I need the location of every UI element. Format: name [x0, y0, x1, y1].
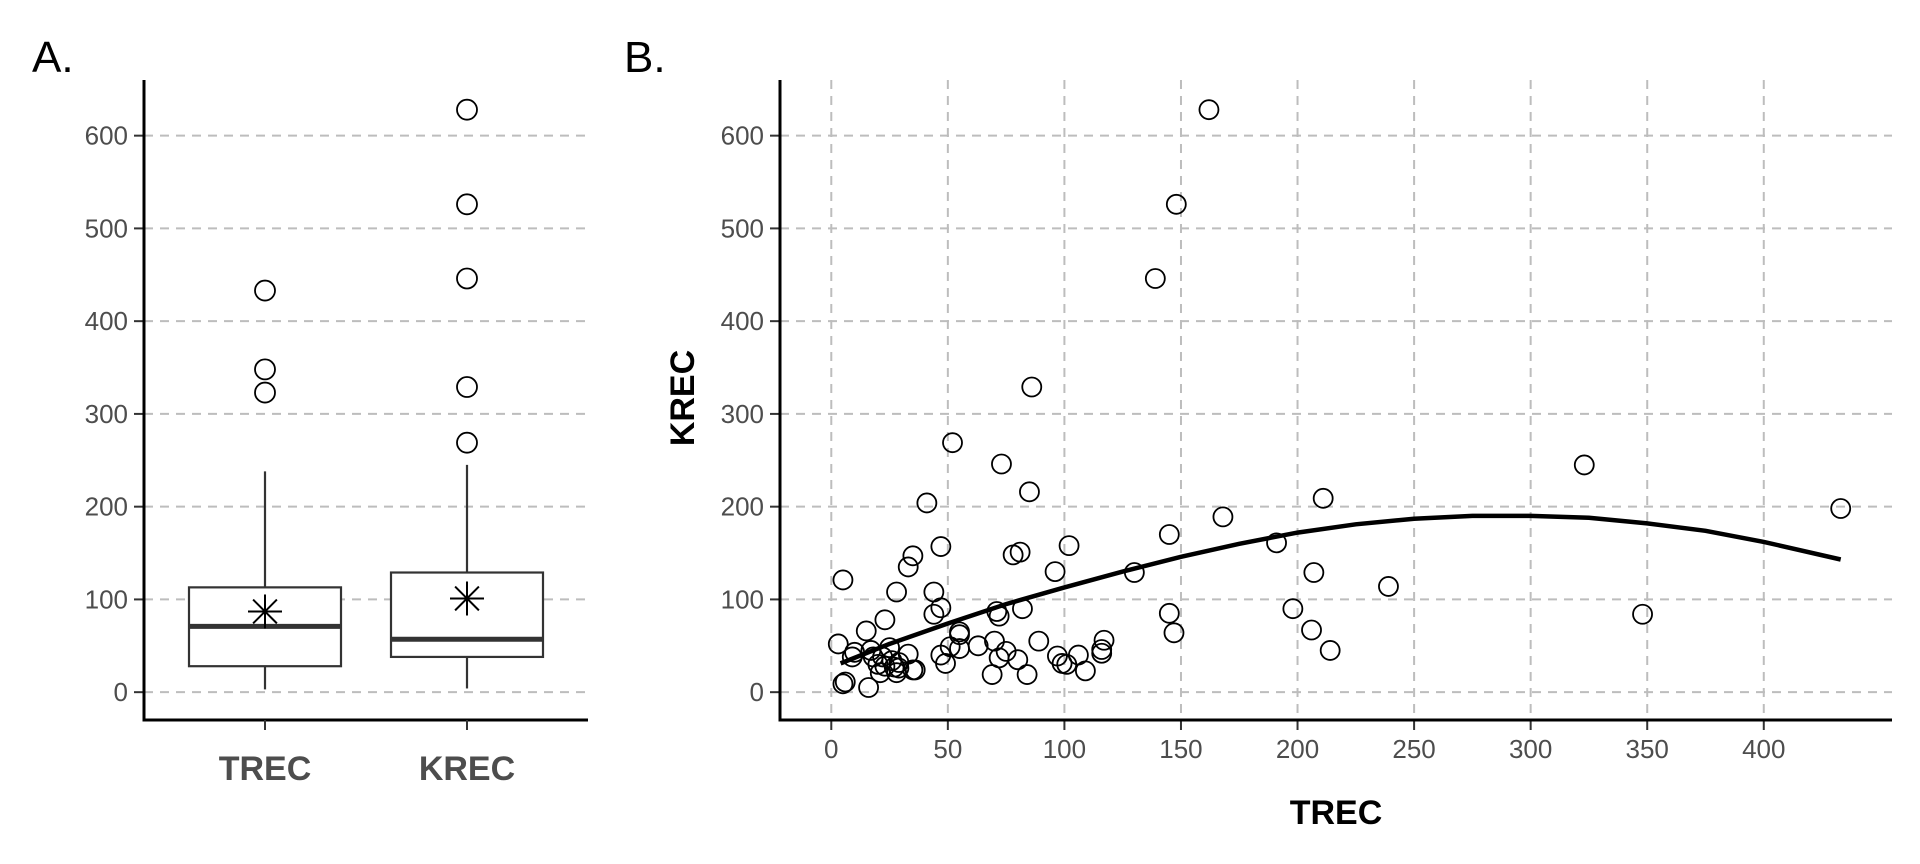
scatter-point — [1163, 622, 1185, 644]
scatter-point — [1158, 524, 1180, 545]
scatter-point — [1198, 99, 1220, 121]
scatter-plot-panel: 0 100 200 300 400 500 600 0 50 100 150 200 250 300 350… — [664, 80, 1892, 832]
scatter-point — [1144, 268, 1166, 289]
scatter-point — [1044, 561, 1066, 582]
y-tick-label: 600 — [721, 121, 764, 151]
scatter-point — [858, 677, 879, 698]
scatter-point — [923, 603, 945, 625]
scatter-point — [942, 432, 963, 454]
outlier-point — [456, 376, 478, 398]
scatter-point — [949, 624, 970, 646]
category-label: TREC — [219, 750, 312, 788]
outlier-point — [456, 193, 478, 216]
scatter-point — [897, 556, 919, 578]
scatter-point — [967, 635, 989, 657]
scatter-point — [930, 597, 952, 619]
x-tick-label: 0 — [824, 734, 838, 764]
scatter-point — [1301, 619, 1322, 641]
outlier-point — [456, 98, 478, 121]
scatter-point — [1016, 664, 1038, 685]
scatter-point — [1266, 532, 1287, 554]
scatter-point — [935, 653, 956, 674]
mean-star-stroke — [252, 598, 278, 625]
y-tick-label: 500 — [721, 213, 764, 243]
y-tick-label: 500 — [85, 213, 128, 243]
y-tick-label: 400 — [721, 306, 764, 336]
y-tick-label: 300 — [721, 399, 764, 429]
x-tick-label: 100 — [1043, 734, 1086, 764]
fit-curve — [839, 513, 1842, 666]
scatter-point — [1165, 193, 1187, 215]
scatter-point — [832, 569, 854, 591]
outlier-point — [456, 431, 478, 454]
scatter-point — [1009, 541, 1031, 563]
scatter-point — [1830, 498, 1852, 519]
mean-star-stroke — [454, 585, 480, 612]
y-axis-title: KREC — [664, 350, 702, 446]
y-tick-label: 200 — [85, 492, 128, 522]
y-tick-label: 100 — [721, 584, 764, 614]
mean-marker — [248, 594, 282, 629]
scatter-point — [916, 492, 938, 514]
y-tick-label: 600 — [85, 121, 128, 151]
scatter-point — [1093, 629, 1115, 651]
x-tick-label: 200 — [1276, 734, 1319, 764]
category-label: KREC — [419, 750, 515, 788]
scatter-point — [1158, 602, 1180, 624]
scatter-point — [1028, 630, 1050, 652]
scatter-point — [1632, 603, 1653, 625]
scatter-point — [984, 630, 1005, 652]
scatter-point — [834, 671, 856, 693]
scatter-point — [855, 620, 877, 642]
mean-marker — [450, 581, 484, 616]
scatter-point — [1019, 481, 1040, 503]
y-tick-label: 300 — [85, 399, 128, 429]
scatter-point — [902, 545, 924, 567]
x-tick-label: 400 — [1742, 734, 1785, 764]
y-tick-label: 200 — [721, 492, 764, 522]
scatter-point — [886, 581, 907, 603]
x-tick-label: 350 — [1626, 734, 1669, 764]
x-tick-label: 50 — [933, 734, 962, 764]
y-tick-label: 0 — [750, 677, 764, 707]
scatter-point — [832, 673, 854, 695]
scatter-point — [874, 609, 896, 631]
scatter-point — [1021, 376, 1043, 398]
scatter-point — [904, 659, 926, 681]
outlier-point — [254, 279, 276, 302]
scatter-point — [1303, 562, 1325, 583]
outlier-point — [456, 267, 478, 290]
scatter-point — [827, 633, 849, 655]
x-tick-label: 250 — [1392, 734, 1435, 764]
box-plot-panel: 0 100 200 300 400 500 600 TREC KREC — [85, 80, 588, 788]
scatter-point — [1378, 576, 1399, 597]
x-axis-title: TREC — [1290, 794, 1383, 832]
y-tick-label: 400 — [85, 306, 128, 336]
scatter-point — [1573, 454, 1595, 476]
scatter-point — [930, 536, 952, 557]
outlier-point — [254, 358, 276, 381]
scatter-point — [1074, 660, 1096, 682]
panel-a-label: A. — [32, 33, 74, 82]
scatter-point — [1319, 640, 1341, 661]
scatter-point — [1091, 639, 1113, 660]
scatter-point — [1282, 598, 1304, 620]
outlier-point — [254, 381, 276, 404]
x-tick-label: 300 — [1509, 734, 1552, 764]
scatter-point — [991, 453, 1012, 475]
scatter-point — [1007, 649, 1029, 671]
scatter-point — [1212, 506, 1234, 528]
panel-b-label: B. — [624, 33, 666, 82]
x-tick-label: 150 — [1159, 734, 1202, 764]
y-tick-label: 100 — [85, 584, 128, 614]
y-tick-label: 0 — [114, 677, 128, 707]
scatter-point — [1312, 487, 1334, 509]
scatter-point — [1058, 535, 1080, 557]
